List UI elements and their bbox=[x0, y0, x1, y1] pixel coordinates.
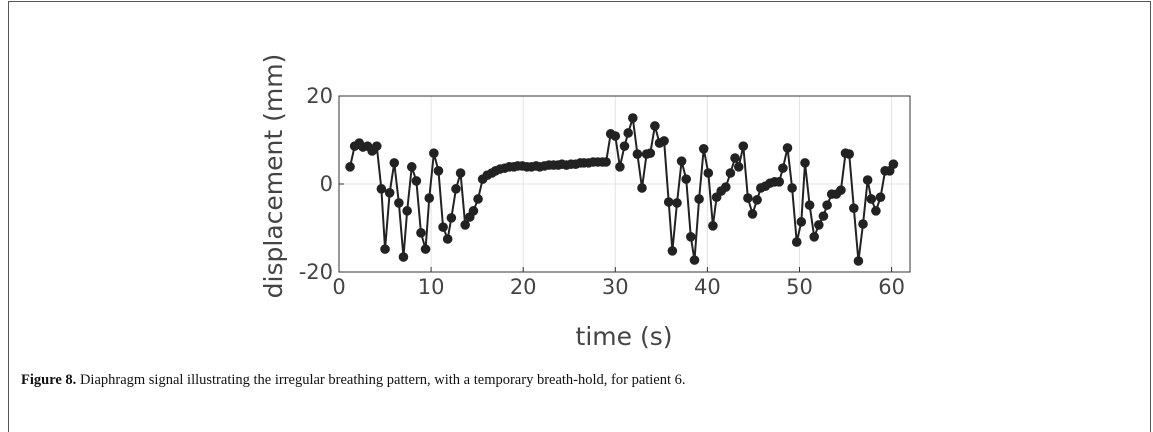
data-point bbox=[433, 166, 444, 176]
data-point bbox=[888, 159, 899, 169]
data-point bbox=[376, 184, 387, 194]
chart: time (s) displacement (mm) 0 10 20 30 40 50 60… bbox=[259, 54, 911, 351]
data-point bbox=[345, 162, 355, 172]
data-point bbox=[871, 206, 881, 216]
data-point bbox=[725, 168, 736, 178]
data-point bbox=[791, 237, 802, 247]
x-tick-label: 40 bbox=[694, 275, 721, 299]
data-point bbox=[429, 148, 439, 158]
data-point bbox=[733, 162, 744, 172]
x-tick-label: 20 bbox=[510, 275, 537, 299]
data-point bbox=[398, 252, 409, 262]
data-point bbox=[804, 200, 815, 210]
data-point bbox=[796, 217, 807, 227]
data-point bbox=[703, 168, 714, 178]
x-tick-label: 10 bbox=[418, 275, 445, 299]
y-tick-label: 0 bbox=[320, 172, 333, 196]
data-point bbox=[809, 232, 820, 242]
data-point bbox=[836, 185, 846, 195]
data-point bbox=[659, 136, 669, 146]
data-point bbox=[782, 143, 793, 153]
data-point bbox=[451, 184, 461, 194]
x-tick-label: 0 bbox=[332, 275, 345, 299]
data-point bbox=[615, 162, 625, 172]
data-point bbox=[689, 255, 700, 265]
data-point bbox=[442, 234, 453, 244]
data-point bbox=[747, 209, 758, 219]
data-point bbox=[650, 121, 660, 131]
data-point bbox=[862, 175, 873, 185]
data-point bbox=[371, 141, 382, 151]
data-point bbox=[866, 194, 877, 204]
data-point bbox=[384, 188, 395, 198]
data-point bbox=[438, 222, 448, 232]
data-point bbox=[424, 193, 435, 203]
data-point bbox=[420, 244, 431, 254]
data-point bbox=[849, 203, 859, 213]
data-point bbox=[858, 219, 868, 229]
data-point bbox=[681, 174, 692, 184]
data-point bbox=[389, 158, 400, 168]
x-tick-label: 50 bbox=[786, 275, 813, 299]
data-point bbox=[686, 232, 696, 242]
data-point bbox=[663, 197, 674, 207]
data-point bbox=[730, 153, 740, 163]
data-point bbox=[875, 192, 886, 202]
data-point bbox=[610, 131, 621, 141]
data-point bbox=[402, 206, 412, 216]
x-tick-label: 60 bbox=[878, 275, 905, 299]
data-point bbox=[455, 168, 466, 178]
data-point bbox=[416, 228, 426, 238]
data-point bbox=[844, 149, 855, 159]
page: time (s) displacement (mm) 0 10 20 30 40 50 60… bbox=[8, 1, 1151, 432]
data-point bbox=[752, 195, 762, 205]
data-point bbox=[778, 163, 788, 173]
data-point bbox=[787, 183, 797, 193]
y-axis-label: displacement (mm) bbox=[259, 54, 288, 299]
figure-frame bbox=[8, 1, 1151, 432]
data-point bbox=[627, 113, 638, 123]
data-point bbox=[473, 194, 483, 204]
data-point bbox=[774, 177, 785, 187]
caption-text: Diaphragm signal illustrating the irregu… bbox=[76, 372, 686, 388]
data-point bbox=[460, 220, 470, 230]
y-tick-label: 20 bbox=[306, 84, 333, 108]
data-point bbox=[708, 221, 718, 231]
plot-frame bbox=[338, 95, 911, 273]
x-axis-label: time (s) bbox=[576, 322, 673, 351]
data-point bbox=[738, 141, 749, 151]
data-point bbox=[619, 141, 630, 151]
data-point bbox=[446, 213, 457, 223]
data-point bbox=[698, 144, 709, 154]
series-line bbox=[349, 117, 895, 262]
data-point bbox=[853, 256, 864, 266]
data-point bbox=[632, 149, 643, 159]
data-point bbox=[822, 200, 832, 210]
data-point bbox=[672, 198, 682, 208]
data-point bbox=[721, 182, 731, 192]
data-point bbox=[406, 162, 417, 172]
data-point bbox=[637, 183, 647, 193]
data-point bbox=[743, 193, 753, 203]
data-point bbox=[800, 158, 810, 168]
x-tick-label: 30 bbox=[602, 275, 629, 299]
data-point bbox=[814, 220, 824, 230]
y-tick-label: -20 bbox=[299, 260, 333, 284]
data-point bbox=[411, 176, 422, 186]
data-point bbox=[468, 206, 479, 216]
data-point bbox=[818, 211, 829, 221]
caption-label: Figure 8. bbox=[21, 372, 77, 388]
data-point bbox=[394, 198, 404, 208]
data-point bbox=[694, 194, 704, 204]
data-point bbox=[676, 156, 687, 166]
data-point bbox=[645, 148, 656, 158]
data-point bbox=[623, 128, 633, 138]
caption: Figure 8. Diaphragm signal illustrating … bbox=[21, 372, 686, 389]
data-point bbox=[667, 246, 678, 256]
data-point bbox=[601, 157, 611, 167]
data-point bbox=[380, 244, 390, 254]
